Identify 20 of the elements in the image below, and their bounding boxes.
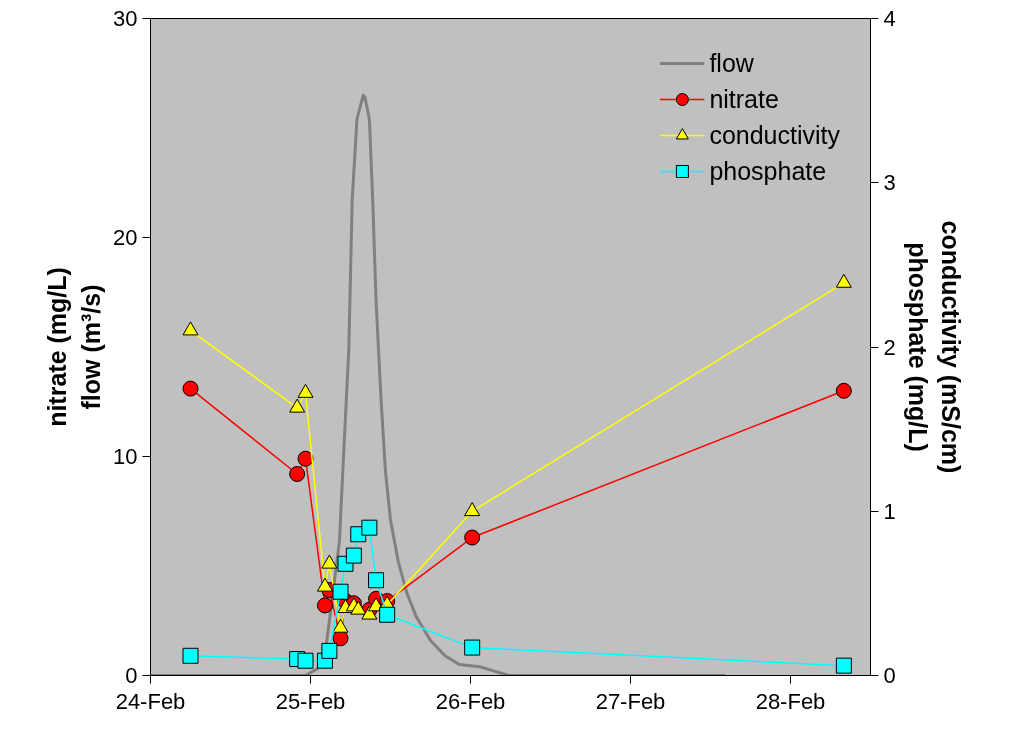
y-tick-label: 10 [113, 444, 138, 469]
legend-label: conductivity [709, 120, 840, 150]
y-tick-label: 20 [113, 225, 138, 250]
y2-tick-label: 2 [883, 334, 896, 360]
y2-tick-label: 3 [883, 170, 896, 196]
legend-label: phosphate [709, 156, 827, 186]
y-tick-label: 0 [125, 663, 138, 688]
x-tick-label: 25-Feb [275, 688, 346, 714]
legend-label: nitrate [709, 84, 779, 114]
y-axis-title: nitrate (mg/L) flow (m³/s) [43, 267, 106, 427]
y2-axis-title: conductivity (mS/cm) phosphate (mg/L) [903, 220, 966, 474]
x-tick-label: 24-Feb [115, 688, 186, 714]
y-tick-label: 30 [113, 6, 138, 31]
y2-tick-label: 1 [883, 498, 896, 524]
x-tick-label: 28-Feb [755, 688, 826, 714]
x-tick-label: 27-Feb [595, 688, 666, 714]
x-tick-label: 26-Feb [435, 688, 506, 714]
y2-tick-label: 4 [883, 6, 896, 31]
y2-tick-label: 0 [883, 663, 896, 688]
legend-label: flow [709, 48, 754, 78]
